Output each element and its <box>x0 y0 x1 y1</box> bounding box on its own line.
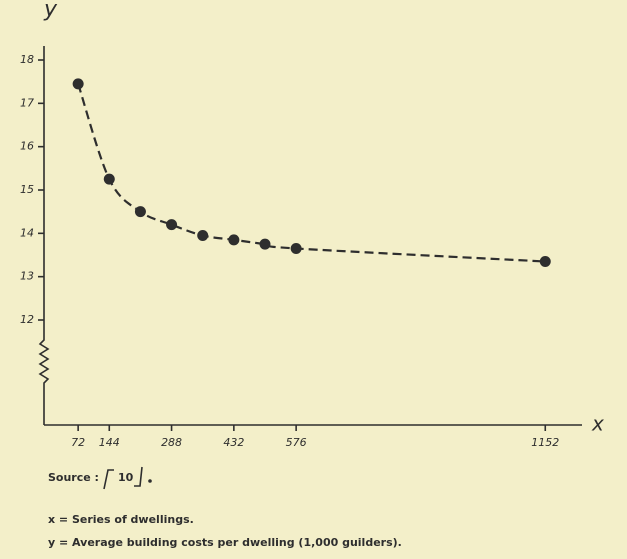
y-axis-label: y <box>43 0 58 22</box>
y-tick-label: 18 <box>20 53 34 66</box>
source-ref: 10 <box>118 471 134 484</box>
y-tick-label: 13 <box>20 270 34 283</box>
x-tick-label: 288 <box>161 436 182 449</box>
y-axis <box>38 46 50 425</box>
x-tick-label: 432 <box>223 436 244 449</box>
x-axis-label: x <box>591 412 604 436</box>
y-tick-label: 15 <box>20 183 34 196</box>
note: y = Average building costs per dwelling … <box>48 536 402 549</box>
source-label: Source : <box>48 471 99 484</box>
x-tick-label: 1152 <box>531 436 559 449</box>
x-tick-label: 576 <box>286 436 307 449</box>
y-tick-label: 12 <box>20 313 34 326</box>
point <box>197 230 209 241</box>
y-tick-label: 17 <box>20 96 34 109</box>
point <box>166 219 178 231</box>
point <box>290 243 302 254</box>
point <box>103 173 115 185</box>
point <box>228 234 240 246</box>
bracket <box>134 466 143 487</box>
dot <box>148 479 152 483</box>
point <box>539 256 551 267</box>
point <box>134 206 146 218</box>
y-tick-label: 14 <box>20 226 34 239</box>
x-tick-label: 72 <box>71 436 85 449</box>
note: x = Series of dwellings. <box>48 513 194 526</box>
bracket <box>103 469 114 490</box>
point <box>72 78 84 90</box>
y-tick-label: 16 <box>20 140 34 153</box>
curve <box>77 83 546 263</box>
point <box>259 238 271 250</box>
x-tick-label: 144 <box>99 436 120 449</box>
